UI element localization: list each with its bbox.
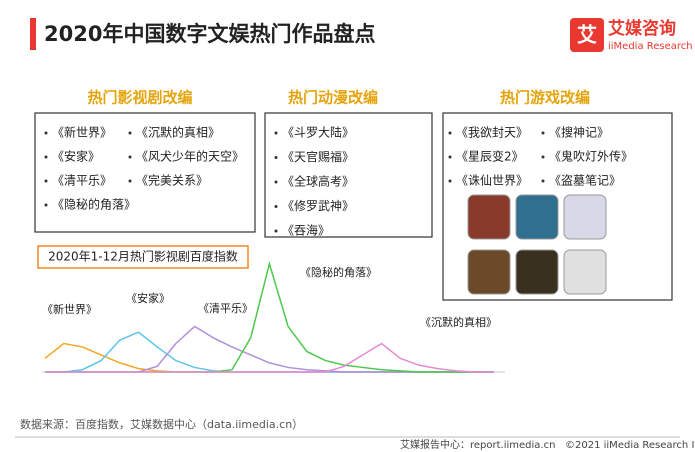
logo-mark: 艾 [577, 23, 597, 47]
bullet [448, 155, 452, 159]
page-title: 2020年中国数字文娱热门作品盘点 [44, 22, 375, 46]
bullet [448, 179, 452, 183]
section-box [264, 112, 433, 238]
list-item: 《鬼吹灯外传》 [549, 149, 633, 164]
bullet [274, 229, 278, 233]
chart-title-box [37, 245, 249, 269]
game-icon [563, 194, 607, 240]
bullet [128, 179, 132, 183]
logo-text: 艾媒咨询 [608, 18, 676, 39]
list-item: 《全球高考》 [282, 174, 354, 189]
list-item: 《风犬少年的天空》 [136, 149, 244, 164]
footer-copyright: ©2021 iiMedia Research Inc [565, 440, 695, 451]
series-line [45, 342, 494, 373]
bullet [448, 131, 452, 135]
annotation: 《安家》 [126, 291, 170, 305]
logo-en: iiMedia Research [608, 41, 693, 52]
bullet [541, 155, 545, 159]
footer-report: 艾媒报告中心：report.iimedia.cn [400, 438, 555, 451]
section-title: 热门动漫改编 [288, 89, 378, 107]
bullet [128, 131, 132, 135]
list-item: 《搜神记》 [549, 125, 609, 140]
bullet [541, 179, 545, 183]
bullet [44, 179, 48, 183]
list-item: 《清平乐》 [52, 174, 112, 188]
section-box [34, 112, 256, 233]
section-title: 热门影视剧改编 [87, 89, 192, 107]
list-item: 《星辰变2》 [456, 149, 524, 164]
chart-title: 2020年1-12月热门影视剧百度指数 [48, 249, 238, 264]
list-item: 《隐秘的角落》 [52, 197, 136, 212]
source: 数据来源：百度指数，艾媒数据中心（data.iimedia.cn） [20, 417, 303, 431]
bullet [274, 131, 278, 135]
game-icon [515, 194, 559, 240]
logo-icon [570, 18, 604, 52]
bullet [44, 131, 48, 135]
annotation: 《沉默的真相》 [420, 315, 497, 329]
list-item: 《安家》 [52, 149, 100, 164]
list-item: 《吞海》 [282, 223, 330, 238]
bullet [128, 155, 132, 159]
list-item: 《盗墓笔记》 [549, 173, 621, 188]
list-item: 《天官赐福》 [282, 149, 354, 164]
bullet [541, 131, 545, 135]
list-item: 《沉默的真相》 [136, 125, 220, 140]
game-icon [515, 249, 559, 295]
bullet [274, 205, 278, 208]
annotation: 《清平乐》 [198, 302, 253, 315]
list-item: 《完美关系》 [136, 173, 208, 188]
bullet [274, 180, 278, 184]
title-bar [30, 18, 36, 50]
list-item: 《诛仙世界》 [456, 174, 528, 188]
list-item: 《修罗武神》 [282, 198, 354, 213]
list-item: 《我欲封天》 [456, 126, 528, 140]
section-box [442, 112, 673, 301]
bullet [44, 203, 48, 207]
bullet [274, 156, 278, 159]
section-title: 热门游戏改编 [500, 89, 590, 107]
bullet [44, 155, 48, 159]
annotation: 《新世界》 [42, 302, 97, 316]
list-item: 《新世界》 [52, 125, 112, 140]
game-icon [467, 249, 511, 295]
annotation: 《隐秘的角落》 [300, 265, 377, 279]
game-icon [563, 249, 607, 295]
game-icon [467, 194, 511, 240]
list-item: 《斗罗大陆》 [282, 125, 354, 140]
